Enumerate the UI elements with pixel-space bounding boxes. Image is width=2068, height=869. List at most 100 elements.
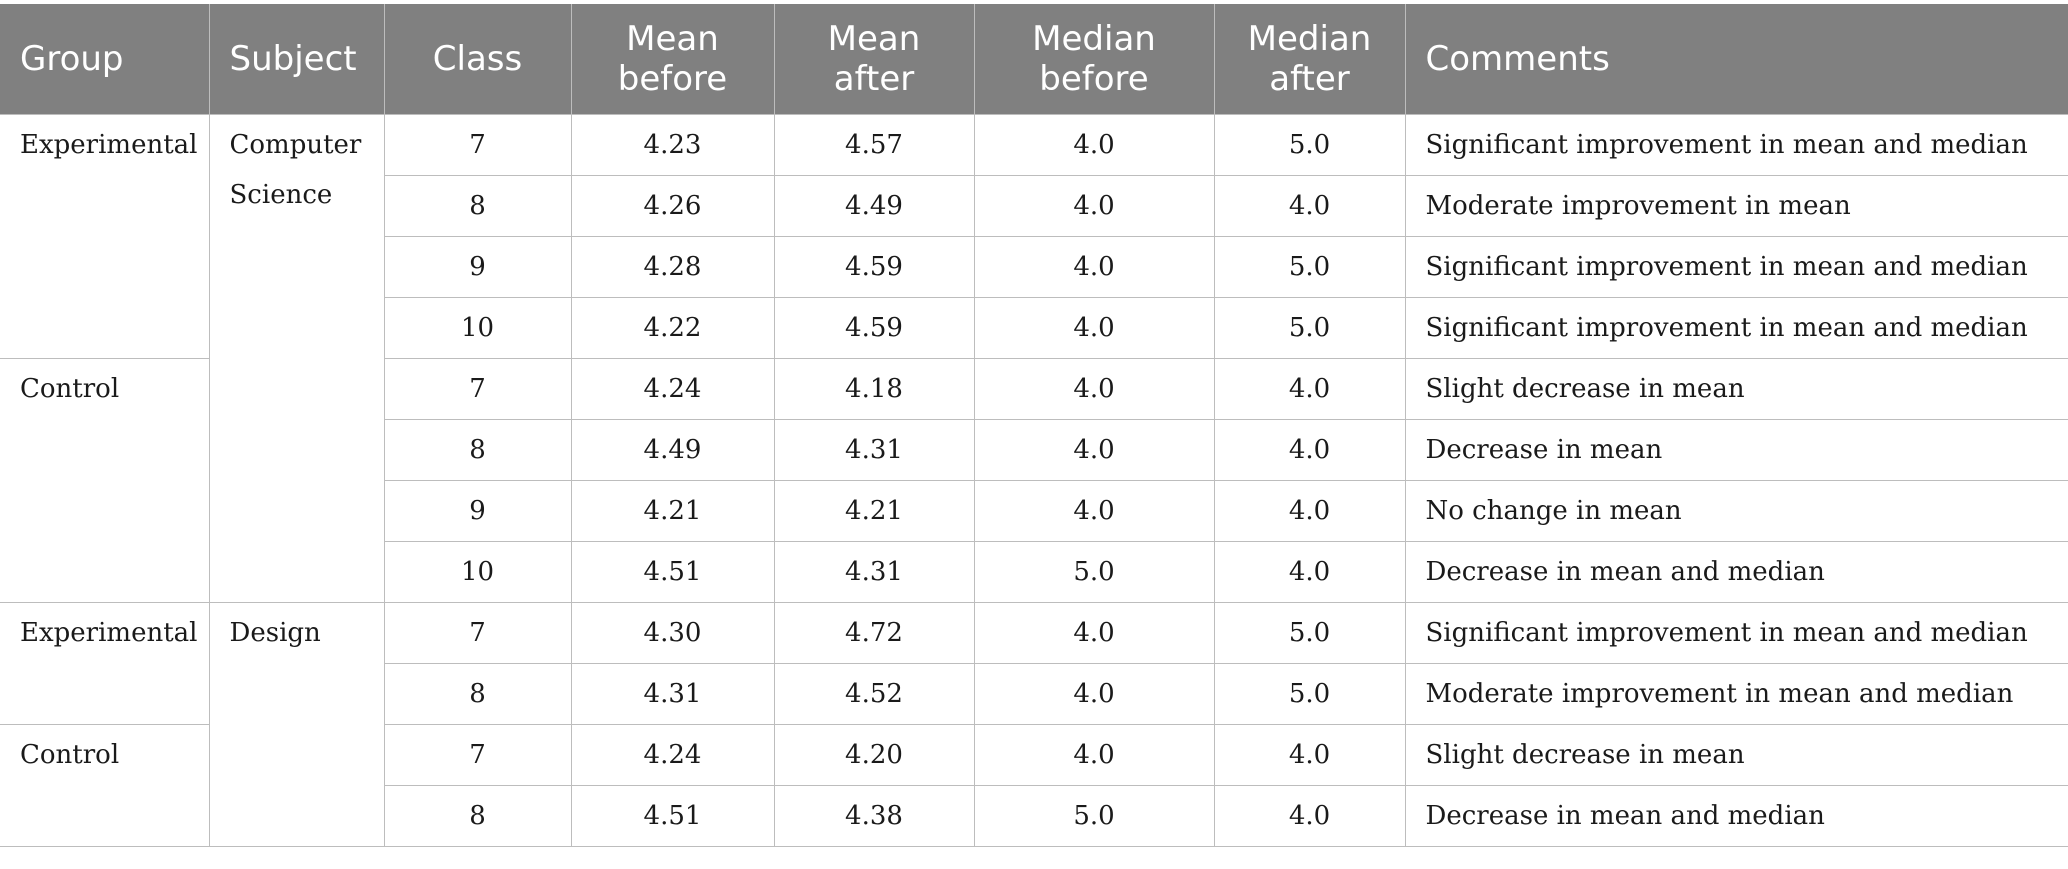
subject-cell: Computer Science [208, 113, 385, 603]
header-median-before-line1: Median [1032, 18, 1156, 59]
header-mean-before-line2: before [617, 58, 728, 99]
header-subject: Subject [209, 4, 385, 114]
mean-before-cell: 4.49 [570, 418, 775, 481]
median-after-cell: 4.0 [1213, 479, 1406, 542]
header-comments: Comments [1405, 4, 2068, 114]
class-cell: 8 [384, 174, 572, 237]
mean-after-cell: 4.49 [773, 174, 975, 237]
table-row: 8 4.26 4.49 4.0 4.0 Moderate improvement… [0, 174, 2068, 237]
header-group-label: Group [20, 38, 124, 79]
header-comments-label: Comments [1425, 38, 1610, 79]
median-after-cell: 5.0 [1213, 235, 1406, 298]
median-after-cell: 5.0 [1213, 601, 1406, 664]
comment-cell: Significant improvement in mean and medi… [1404, 235, 2068, 298]
median-before-cell: 4.0 [973, 235, 1215, 298]
comment-cell: Decrease in mean and median [1404, 540, 2068, 603]
results-table-container: Group Subject Class Mean before Mean after… [0, 4, 2068, 847]
comment-cell: Decrease in mean and median [1404, 784, 2068, 847]
median-before-cell: 4.0 [973, 113, 1215, 176]
group-cell: Experimental [0, 113, 210, 359]
mean-after-cell: 4.52 [773, 662, 975, 725]
header-class: Class [384, 4, 572, 114]
group-cell: Control [0, 723, 210, 847]
class-cell: 8 [384, 662, 572, 725]
group-cell: Experimental [0, 601, 210, 725]
header-mean-before: Mean before [571, 4, 775, 114]
mean-after-cell: 4.72 [773, 601, 975, 664]
comment-cell: Moderate improvement in mean [1404, 174, 2068, 237]
mean-after-cell: 4.38 [773, 784, 975, 847]
mean-before-cell: 4.24 [570, 723, 775, 786]
header-subject-label: Subject [229, 38, 357, 79]
median-after-cell: 4.0 [1213, 418, 1406, 481]
subject-label-line1: Computer [229, 129, 362, 160]
group-label: Control [20, 739, 120, 770]
class-cell: 9 [384, 235, 572, 298]
class-cell: 10 [384, 296, 572, 359]
mean-before-cell: 4.23 [570, 113, 775, 176]
header-mean-after: Mean after [774, 4, 975, 114]
median-before-cell: 4.0 [973, 174, 1215, 237]
mean-before-cell: 4.21 [570, 479, 775, 542]
header-row: Group Subject Class Mean before Mean after… [0, 4, 2068, 114]
mean-after-cell: 4.21 [773, 479, 975, 542]
median-after-cell: 4.0 [1213, 540, 1406, 603]
class-cell: 9 [384, 479, 572, 542]
median-after-cell: 5.0 [1213, 662, 1406, 725]
header-mean-after-line2: after [833, 58, 915, 99]
class-cell: 7 [383, 113, 572, 176]
median-before-cell: 5.0 [973, 784, 1215, 847]
median-before-cell: 4.0 [973, 479, 1215, 542]
median-after-cell: 4.0 [1213, 174, 1406, 237]
median-after-cell: 4.0 [1213, 357, 1406, 420]
class-cell: 8 [384, 784, 572, 847]
comment-cell: Significant improvement in mean and medi… [1404, 296, 2068, 359]
header-median-before-line2: before [1039, 58, 1149, 99]
comment-cell: No change in mean [1404, 479, 2068, 542]
class-cell: 8 [384, 418, 572, 481]
subject-cell: Design [208, 601, 385, 847]
mean-before-cell: 4.28 [570, 235, 775, 298]
median-before-cell: 4.0 [973, 723, 1215, 786]
mean-after-cell: 4.31 [773, 540, 975, 603]
comment-cell: Moderate improvement in mean and median [1404, 662, 2068, 725]
median-before-cell: 4.0 [973, 357, 1215, 420]
class-cell: 10 [384, 540, 572, 603]
table-row: 9 4.28 4.59 4.0 5.0 Significant improvem… [0, 235, 2068, 298]
subject-label-line2: Science [229, 179, 333, 210]
mean-after-cell: 4.57 [773, 113, 975, 176]
results-table: Group Subject Class Mean before Mean after… [0, 4, 2068, 847]
mean-after-cell: 4.18 [773, 357, 975, 420]
header-median-after-line1: Median [1247, 18, 1372, 59]
header-group: Group [0, 4, 210, 114]
group-label: Control [20, 373, 120, 404]
mean-before-cell: 4.30 [570, 601, 775, 664]
comment-cell: Significant improvement in mean and medi… [1404, 601, 2068, 664]
header-mean-before-line1: Mean [626, 18, 719, 59]
mean-after-cell: 4.20 [773, 723, 975, 786]
comment-cell: Decrease in mean [1404, 418, 2068, 481]
median-before-cell: 4.0 [973, 418, 1215, 481]
mean-before-cell: 4.51 [570, 784, 775, 847]
median-after-cell: 5.0 [1213, 113, 1406, 176]
median-before-cell: 4.0 [973, 662, 1215, 725]
header-class-label: Class [432, 38, 523, 79]
group-cell: Control [0, 357, 210, 603]
median-after-cell: 4.0 [1213, 784, 1406, 847]
table-row: 10 4.51 4.31 5.0 4.0 Decrease in mean an… [0, 540, 2068, 603]
table-header: Group Subject Class Mean before Mean after… [0, 4, 2068, 114]
class-cell: 7 [383, 601, 572, 664]
mean-before-cell: 4.26 [570, 174, 775, 237]
table-row: Experimental Design 7 4.30 4.72 4.0 5.0 … [0, 601, 2068, 847]
table-row: Experimental Computer Science 7 4.23 4.57… [0, 113, 2068, 603]
table-row: 9 4.21 4.21 4.0 4.0 No change in mean [0, 479, 2068, 542]
mean-after-cell: 4.59 [773, 296, 975, 359]
subject-label: Design [229, 617, 321, 648]
table-row: 8 4.51 4.38 5.0 4.0 Decrease in mean and… [0, 784, 2068, 847]
mean-before-cell: 4.24 [570, 357, 775, 420]
table-row: 8 4.49 4.31 4.0 4.0 Decrease in mean [0, 418, 2068, 481]
group-label: Experimental [20, 617, 198, 648]
median-before-cell: 5.0 [973, 540, 1215, 603]
table-body: Experimental Computer Science 7 4.23 4.57… [0, 113, 2068, 847]
header-median-after-line2: after [1269, 58, 1350, 99]
